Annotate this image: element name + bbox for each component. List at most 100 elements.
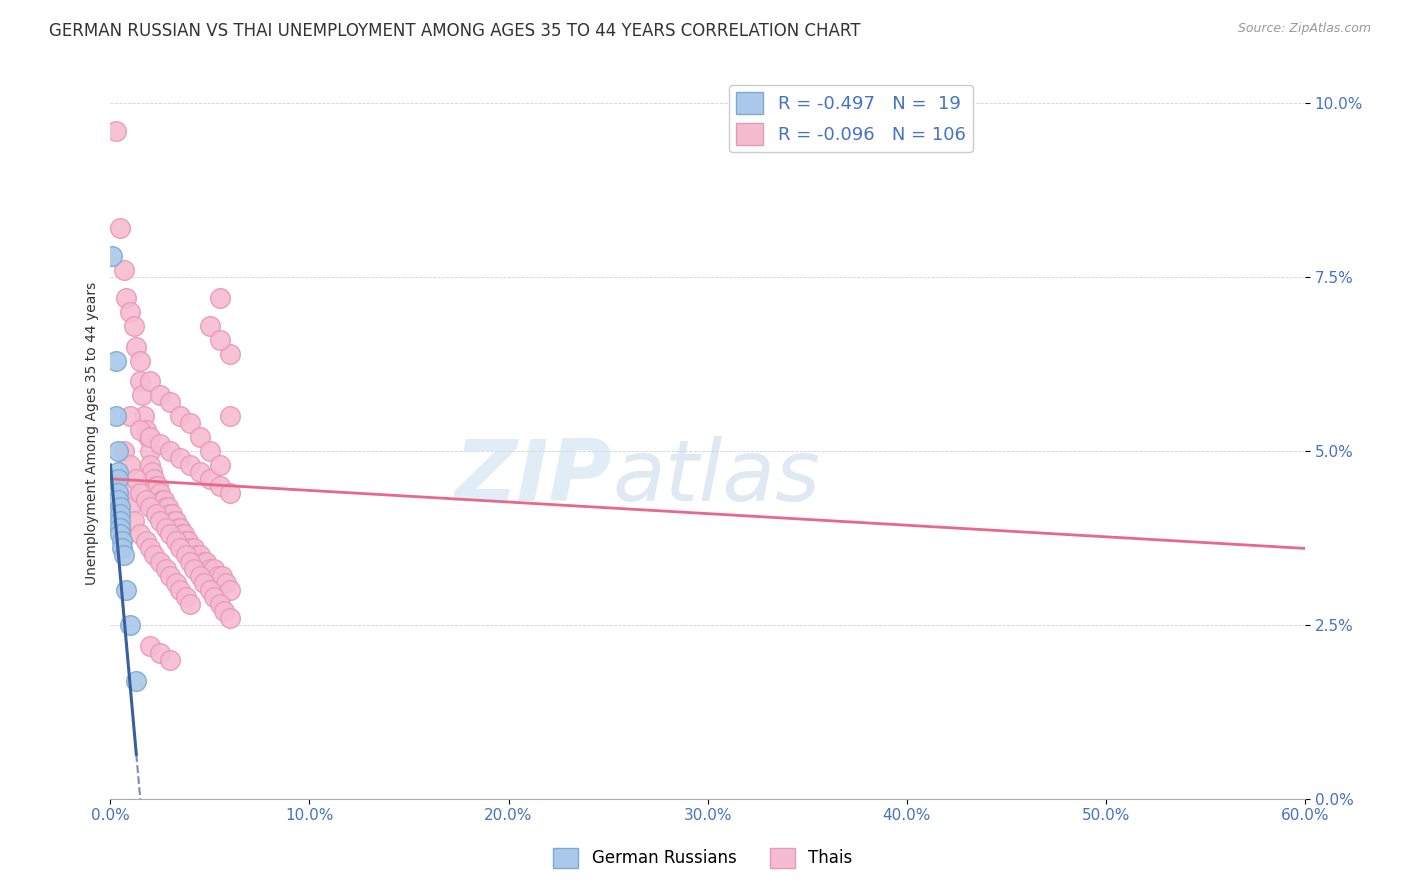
Point	[129, 485, 152, 500]
Point	[134, 409, 156, 424]
Point	[120, 409, 142, 424]
Point	[110, 507, 132, 521]
Point	[159, 527, 181, 541]
Point	[159, 569, 181, 583]
Point	[179, 458, 201, 472]
Point	[120, 458, 142, 472]
Point	[120, 500, 142, 514]
Point	[115, 485, 138, 500]
Point	[110, 520, 132, 534]
Point	[169, 409, 191, 424]
Point	[198, 583, 221, 598]
Point	[155, 520, 177, 534]
Point	[129, 353, 152, 368]
Point	[165, 576, 187, 591]
Point	[202, 590, 225, 604]
Point	[184, 549, 207, 563]
Point	[169, 450, 191, 465]
Point	[155, 500, 177, 514]
Point	[170, 527, 193, 541]
Point	[139, 430, 162, 444]
Point	[183, 562, 205, 576]
Point	[105, 353, 128, 368]
Point	[194, 555, 217, 569]
Point	[149, 555, 172, 569]
Point	[157, 500, 180, 514]
Point	[149, 437, 172, 451]
Point	[107, 492, 129, 507]
Point	[135, 423, 157, 437]
Point	[139, 541, 162, 556]
Point	[139, 458, 162, 472]
Point	[112, 263, 135, 277]
Point	[169, 520, 191, 534]
Point	[107, 485, 129, 500]
Point	[218, 409, 240, 424]
Point	[159, 444, 181, 458]
Point	[139, 375, 162, 389]
Point	[110, 500, 132, 514]
Point	[174, 590, 197, 604]
Point	[129, 423, 152, 437]
Point	[150, 492, 173, 507]
Point	[193, 555, 215, 569]
Point	[198, 444, 221, 458]
Point	[124, 318, 146, 333]
Point	[143, 549, 166, 563]
Point	[174, 534, 197, 549]
Point	[135, 534, 157, 549]
Point	[188, 465, 211, 479]
Point	[145, 507, 167, 521]
Point	[218, 611, 240, 625]
Point	[207, 569, 229, 583]
Text: ZIP: ZIP	[454, 436, 612, 519]
Point	[107, 465, 129, 479]
Point	[218, 583, 240, 598]
Point	[112, 549, 135, 563]
Point	[188, 430, 211, 444]
Point	[139, 639, 162, 653]
Text: GERMAN RUSSIAN VS THAI UNEMPLOYMENT AMONG AGES 35 TO 44 YEARS CORRELATION CHART: GERMAN RUSSIAN VS THAI UNEMPLOYMENT AMON…	[49, 22, 860, 40]
Point	[153, 492, 176, 507]
Point	[163, 514, 186, 528]
Point	[211, 569, 233, 583]
Point	[139, 500, 162, 514]
Point	[173, 527, 195, 541]
Point	[193, 576, 215, 591]
Point	[112, 444, 135, 458]
Point	[110, 514, 132, 528]
Point	[129, 527, 152, 541]
Point	[179, 416, 201, 430]
Point	[125, 472, 148, 486]
Text: Source: ZipAtlas.com: Source: ZipAtlas.com	[1237, 22, 1371, 36]
Point	[120, 305, 142, 319]
Point	[145, 479, 167, 493]
Point	[202, 562, 225, 576]
Point	[208, 333, 231, 347]
Point	[179, 555, 201, 569]
Point	[208, 458, 231, 472]
Point	[139, 444, 162, 458]
Point	[105, 409, 128, 424]
Point	[111, 541, 134, 556]
Point	[136, 430, 159, 444]
Point	[111, 534, 134, 549]
Point	[101, 249, 124, 263]
Point	[183, 541, 205, 556]
Point	[120, 618, 142, 632]
Point	[107, 444, 129, 458]
Point	[169, 583, 191, 598]
Point	[179, 541, 201, 556]
Point	[159, 653, 181, 667]
Point	[215, 576, 238, 591]
Point	[125, 340, 148, 354]
Point	[135, 492, 157, 507]
Text: atlas: atlas	[612, 436, 820, 519]
Legend: German Russians, Thais: German Russians, Thais	[547, 841, 859, 875]
Point	[218, 485, 240, 500]
Point	[177, 534, 200, 549]
Point	[198, 562, 221, 576]
Point	[169, 541, 191, 556]
Point	[198, 318, 221, 333]
Point	[149, 388, 172, 402]
